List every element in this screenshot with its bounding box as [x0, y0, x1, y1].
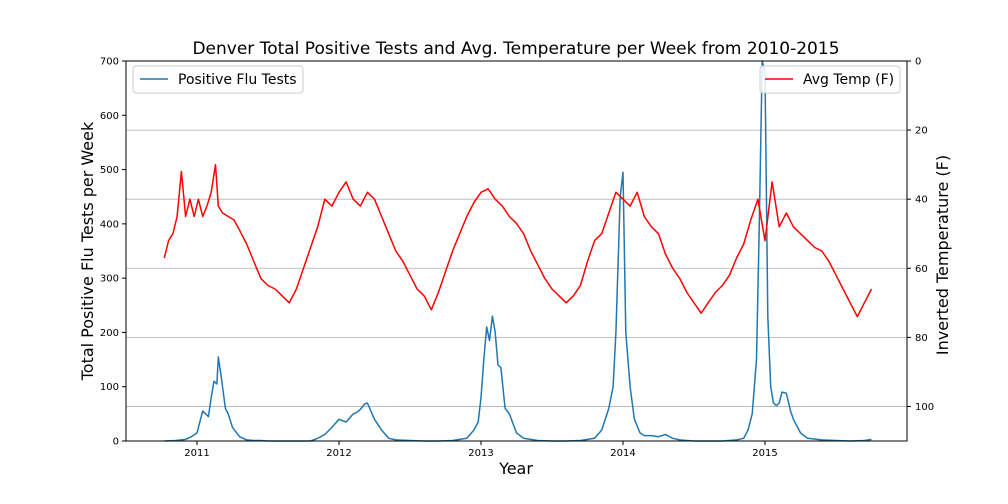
y-left-tick-label-4: 400 [100, 219, 119, 230]
series-group [163, 60, 873, 442]
y-axis-left: 0 100 200 300 400 500 600 700 [100, 57, 126, 448]
x-tick-label-1: 2012 [326, 448, 351, 459]
y-right-tick-label-2: 40 [915, 195, 928, 206]
series-line-avg-temp [163, 163, 873, 318]
y-right-tick-label-1: 20 [915, 126, 928, 137]
x-tick-label-4: 2015 [752, 448, 777, 459]
x-axis-label: Year [498, 459, 533, 478]
y-right-tick-label-0: 0 [915, 57, 921, 68]
y-left-tick-label-7: 700 [100, 57, 119, 68]
x-tick-label-3: 2014 [610, 448, 635, 459]
y-left-tick-label-0: 0 [113, 437, 119, 448]
y-right-tick-label-5: 100 [915, 402, 934, 413]
x-axis: 2011 2012 2013 2014 2015 [184, 441, 778, 459]
legend-right: Avg Temp (F) [759, 65, 901, 94]
chart-title: Denver Total Positive Tests and Avg. Tem… [192, 39, 839, 59]
y-right-tick-label-3: 60 [915, 264, 928, 275]
y-left-tick-label-6: 600 [100, 111, 119, 122]
x-tick-label-2: 2013 [468, 448, 493, 459]
legend-left: Positive Flu Tests [132, 65, 304, 94]
y-axis-right: 0 20 40 60 80 100 [907, 57, 934, 413]
y-left-tick-label-3: 300 [100, 274, 119, 285]
series-line-flu-tests [164, 60, 872, 442]
y-left-tick-label-2: 200 [100, 328, 119, 339]
x-tick-label-0: 2011 [184, 448, 209, 459]
plot-frame [125, 60, 908, 442]
grid [126, 60, 907, 407]
y-left-tick-label-1: 100 [100, 382, 119, 393]
legend-left-label: Positive Flu Tests [178, 72, 297, 88]
legend-right-label: Avg Temp (F) [803, 72, 894, 88]
y-axis-right-label: Inverted Temperature (F) [933, 155, 952, 355]
y-axis-left-label: Total Positive Flu Tests per Week [78, 121, 97, 381]
y-left-tick-label-5: 500 [100, 165, 119, 176]
y-right-tick-label-4: 80 [915, 333, 928, 344]
